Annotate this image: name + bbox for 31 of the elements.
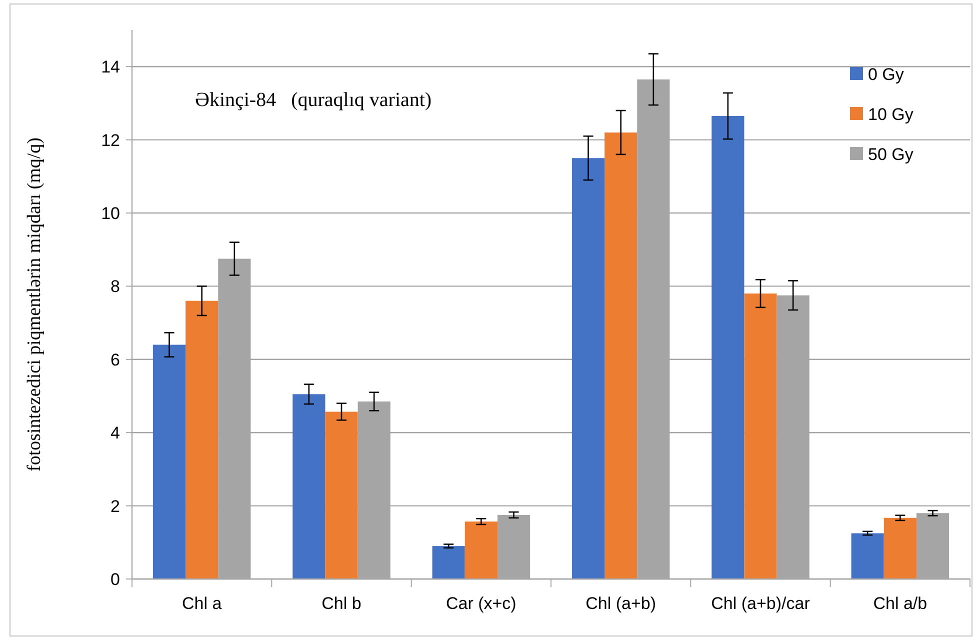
y-tick-label: 0 <box>110 570 120 589</box>
bar <box>604 132 638 579</box>
bar <box>432 546 465 579</box>
x-tick-label: Chl b <box>322 594 362 613</box>
x-tick-label: Chl a/b <box>873 594 928 613</box>
y-tick-label: 14 <box>101 58 120 77</box>
bar <box>572 158 605 579</box>
bar <box>292 394 326 579</box>
y-tick-label: 10 <box>101 204 120 223</box>
x-tick-label: Chl a <box>182 594 222 613</box>
annotation: Əkinçi-84 (quraqlıq variant) <box>195 89 432 111</box>
y-tick-label: 2 <box>110 496 120 516</box>
legend-label: 0 Gy <box>868 64 904 84</box>
x-tick-label: Car (x+c) <box>446 594 516 613</box>
bar <box>884 518 916 579</box>
y-tick-label: 12 <box>101 130 120 150</box>
bar <box>186 300 218 579</box>
x-tick-label: Chl (a+b)/car <box>711 594 810 613</box>
y-tick-label: 4 <box>110 424 120 443</box>
y-tick-label: 8 <box>110 277 120 296</box>
legend-label: 10 Gy <box>868 104 914 124</box>
bar <box>851 533 884 579</box>
y-tick-label: 6 <box>110 350 120 370</box>
bar <box>464 522 498 579</box>
legend-label: 50 Gy <box>868 144 914 164</box>
bar <box>744 294 777 579</box>
bar <box>712 116 744 579</box>
bar <box>325 412 358 579</box>
bar <box>152 344 186 579</box>
x-tick-label: Chl (a+b) <box>586 594 656 613</box>
y-axis-title: fotosintezedici piqmentlərin miqdarı (mq/q) <box>24 138 45 472</box>
